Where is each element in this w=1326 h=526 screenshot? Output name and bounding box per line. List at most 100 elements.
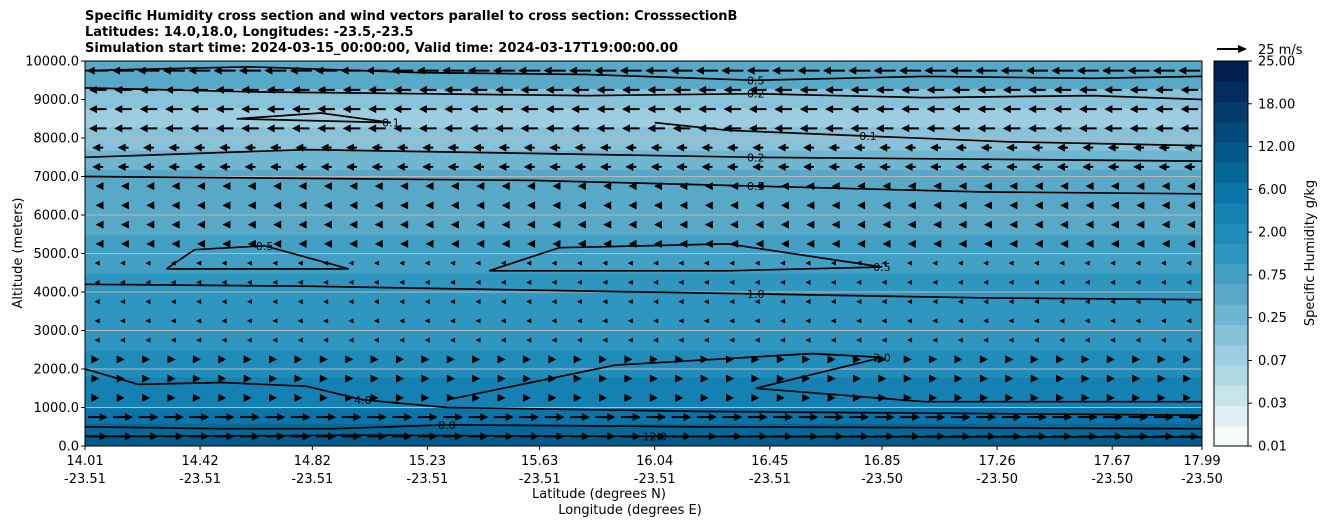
wind-arrowhead — [424, 318, 430, 324]
wind-arrowhead — [658, 413, 667, 422]
wind-vector — [831, 220, 840, 229]
wind-vector — [421, 393, 430, 402]
wind-vector — [679, 220, 688, 229]
wind-arrowhead — [929, 355, 938, 364]
wind-arrowhead — [988, 413, 997, 422]
wind-arrowhead — [298, 220, 307, 229]
wind-arrowhead — [442, 66, 451, 75]
wind-vector — [1182, 374, 1191, 383]
wind-vector — [875, 124, 894, 133]
wind-arrowhead — [723, 85, 732, 94]
wind-vector — [142, 162, 154, 171]
contour-line — [165, 244, 350, 270]
wind-arrowhead — [678, 318, 684, 324]
wind-vector — [747, 432, 768, 441]
wind-vector — [291, 85, 310, 94]
wind-arrowhead — [241, 124, 250, 133]
wind-vector — [570, 432, 590, 441]
wind-arrowhead — [396, 143, 405, 152]
wind-vector — [726, 393, 735, 402]
wind-vector — [247, 337, 253, 343]
wind-arrowhead — [780, 279, 786, 285]
wind-arrowhead — [704, 201, 713, 210]
wind-vector — [882, 182, 891, 191]
wind-arrowhead — [929, 393, 938, 402]
wind-arrowhead — [391, 66, 400, 75]
wind-vector — [577, 337, 583, 343]
wind-vector — [755, 201, 764, 210]
wind-arrowhead — [1110, 279, 1116, 285]
wind-arrowhead — [475, 260, 481, 266]
wind-vector — [138, 432, 159, 441]
x-tick-label-latitude: 16.04 — [636, 454, 673, 469]
wind-arrowhead — [1135, 279, 1141, 285]
wind-vector — [1160, 299, 1166, 305]
wind-arrowhead — [1000, 66, 1009, 75]
wind-arrowhead — [500, 299, 506, 305]
wind-arrowhead — [857, 182, 866, 191]
wind-vector — [1133, 162, 1145, 171]
wind-arrowhead — [929, 374, 938, 383]
wind-arrowhead — [933, 182, 942, 191]
y-tick-label: 0.0 — [58, 440, 79, 455]
wind-arrowhead — [272, 299, 278, 305]
wind-vector — [492, 66, 515, 75]
wind-arrowhead — [700, 374, 709, 383]
wind-arrowhead — [903, 374, 912, 383]
wind-arrowhead — [469, 124, 478, 133]
wind-arrowhead — [780, 201, 789, 210]
wind-arrowhead — [1135, 260, 1141, 266]
wind-arrowhead — [730, 201, 739, 210]
wind-vector — [653, 182, 662, 191]
wind-arrowhead — [748, 124, 757, 133]
wind-arrowhead — [980, 162, 989, 171]
wind-vector — [545, 105, 564, 114]
wind-arrowhead — [1133, 162, 1142, 171]
wind-vector — [1106, 374, 1115, 383]
wind-arrowhead — [480, 413, 489, 422]
wind-vector — [907, 201, 916, 210]
wind-arrowhead — [653, 279, 659, 285]
wind-vector — [190, 85, 209, 94]
wind-vector — [827, 355, 836, 364]
wind-vector — [957, 279, 963, 285]
wind-vector — [345, 374, 354, 383]
wind-vector — [1186, 299, 1192, 305]
wind-arrowhead — [850, 85, 859, 94]
wind-vector — [345, 393, 354, 402]
wind-arrowhead — [574, 162, 583, 171]
wind-arrowhead — [192, 374, 201, 383]
wind-vector — [291, 105, 310, 114]
wind-vector — [957, 299, 963, 305]
wind-arrowhead — [467, 66, 476, 75]
wind-arrowhead — [1002, 105, 1011, 114]
wind-arrowhead — [1059, 260, 1065, 266]
wind-arrowhead — [1034, 220, 1043, 229]
wind-arrowhead — [526, 279, 532, 285]
wind-vector — [1136, 239, 1145, 248]
wind-vector — [1027, 432, 1047, 441]
wind-arrowhead — [455, 432, 464, 441]
wind-arrowhead — [1078, 85, 1087, 94]
wind-vector — [197, 220, 206, 229]
wind-arrowhead — [678, 279, 684, 285]
wind-arrowhead — [192, 355, 201, 364]
wind-vector — [1031, 162, 1043, 171]
wind-arrowhead — [551, 260, 557, 266]
y-tick-label: 2000.0 — [34, 363, 80, 378]
wind-arrowhead — [881, 279, 887, 285]
wind-arrowhead — [1005, 355, 1014, 364]
colorbar-tick-label: 0.01 — [1258, 440, 1287, 455]
wind-vector — [145, 337, 151, 343]
contour-label: 0.5 — [747, 180, 765, 193]
wind-vector — [1132, 355, 1141, 364]
wind-vector — [803, 143, 815, 152]
wind-vector — [193, 162, 205, 171]
wind-arrowhead — [273, 182, 282, 191]
wind-arrowhead — [1030, 393, 1039, 402]
wind-arrowhead — [957, 299, 963, 305]
wind-vector — [603, 239, 612, 248]
wind-arrowhead — [926, 85, 935, 94]
wind-vector — [91, 393, 100, 402]
wind-vector — [1009, 182, 1018, 191]
